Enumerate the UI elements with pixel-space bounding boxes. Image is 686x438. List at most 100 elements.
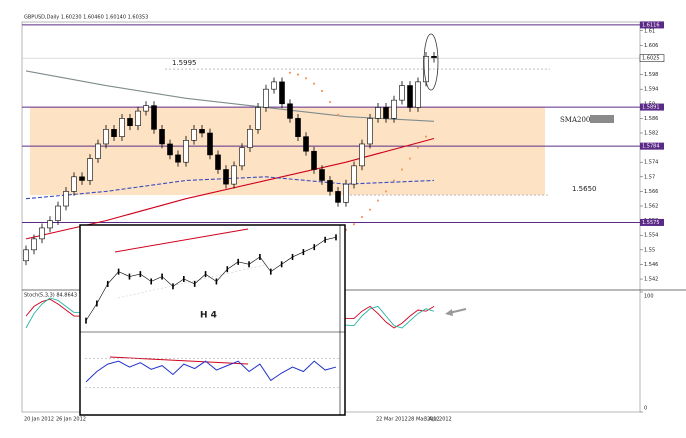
candle-body — [327, 180, 333, 192]
y-tick-label: 1.61 — [644, 28, 655, 34]
candle-body — [359, 143, 365, 167]
level-label: 1.5784 — [642, 144, 660, 150]
sar-dot — [408, 157, 412, 160]
stoch-tick-label: 0 — [644, 406, 647, 412]
candle-body — [79, 176, 85, 181]
candle-body — [335, 191, 341, 203]
candle-body — [103, 129, 109, 145]
candle-body — [23, 249, 29, 262]
candle-body — [151, 105, 157, 130]
candle-body — [191, 129, 197, 141]
annotation-label: 1.5995 — [172, 59, 197, 67]
trendline — [114, 228, 249, 253]
candle-body — [367, 118, 373, 145]
sar-dot — [416, 146, 420, 149]
candle-body — [431, 56, 437, 59]
candle-body — [143, 105, 149, 112]
sar-dot — [304, 77, 308, 80]
level-box — [640, 21, 664, 29]
candle-body — [183, 139, 189, 163]
highlight-ellipse — [423, 33, 439, 91]
candle-body — [31, 238, 37, 251]
candle-body — [311, 150, 317, 170]
candle-body — [207, 132, 213, 156]
x-tick-label: 26 Jan 2012 — [56, 417, 86, 423]
sma-swatch — [590, 115, 614, 123]
candle-body — [407, 85, 413, 108]
candle-body — [135, 110, 141, 126]
y-tick-label: 1.542 — [644, 277, 658, 283]
candle-body — [255, 107, 261, 130]
level-box — [640, 142, 664, 150]
candle-body — [239, 147, 245, 167]
sar-dot — [352, 223, 356, 226]
candle-body — [39, 227, 45, 240]
sar-dot — [312, 82, 316, 85]
inset-title: H 4 — [200, 311, 217, 321]
y-tick-label: 1.562 — [644, 204, 658, 210]
candle-body — [351, 165, 357, 185]
y-tick-label: 1.586 — [644, 116, 658, 122]
candle-body — [63, 191, 69, 207]
candle-body — [263, 88, 269, 108]
sar-dot — [376, 199, 380, 202]
inset-price-line — [85, 237, 337, 321]
candle-body — [95, 143, 101, 159]
stoch-title: Stoch(5,3,3) 84.8643 78.2734 — [24, 293, 99, 299]
candle-body — [87, 158, 93, 181]
candle-body — [119, 118, 125, 137]
y-tick-label: 1.582 — [644, 130, 658, 136]
annotation-label: 1.5650 — [572, 185, 597, 193]
candle-body — [295, 118, 301, 137]
sar-dot — [288, 71, 292, 74]
y-tick-label: 1.594 — [644, 87, 658, 93]
x-tick-label: 28 Mar 2012 — [408, 417, 440, 423]
x-tick-label: 22 Mar 2012 — [376, 417, 408, 423]
chart-header: GBPUSD,Daily 1.60230 1.60460 1.60140 1.6… — [24, 15, 148, 21]
candle-body — [167, 143, 173, 156]
candle-body — [215, 154, 221, 170]
overlay-label: SMA200 — [560, 116, 590, 124]
level-label: 1.5575 — [642, 220, 660, 226]
candle-body — [391, 99, 397, 119]
candle-body — [71, 176, 77, 192]
candle-body — [399, 85, 405, 101]
sar-dot — [392, 179, 396, 182]
sar-dot — [336, 113, 340, 116]
candle-body — [159, 129, 165, 145]
y-tick-label: 1.606 — [644, 43, 658, 49]
x-tick-label: 20 Jan 2012 — [24, 417, 54, 423]
sar-dot — [320, 89, 324, 93]
candle-body — [415, 81, 421, 108]
inset-rsi-line — [85, 360, 337, 383]
candle-body — [231, 165, 237, 185]
y-tick-label: 1.574 — [644, 160, 658, 166]
sar-dot — [424, 135, 428, 138]
candle-body — [279, 81, 285, 105]
candle-body — [375, 107, 381, 119]
candle-body — [175, 154, 181, 163]
level-box — [640, 103, 664, 111]
candle-body — [319, 169, 325, 181]
candle-body — [55, 205, 61, 221]
level-box — [640, 218, 664, 226]
y-tick-label: 1.546 — [644, 262, 658, 268]
sar-dot — [296, 73, 300, 76]
inset-frame — [79, 224, 346, 416]
sar-dot — [384, 190, 388, 193]
candle-body — [47, 220, 53, 229]
arrow — [445, 308, 467, 316]
sar-dot — [368, 208, 372, 211]
candle-body — [247, 129, 253, 148]
y-tick-label: 1.57 — [644, 174, 655, 180]
last-price-label: 1.6025 — [642, 56, 660, 62]
candle-body — [343, 183, 349, 203]
sar-dot — [400, 168, 404, 171]
candle-body — [223, 169, 229, 185]
trendline — [117, 264, 266, 299]
level-label: 1.5891 — [642, 105, 660, 111]
y-tick-label: 1.554 — [644, 233, 658, 239]
candle-body — [127, 118, 133, 126]
candle-body — [271, 81, 277, 90]
